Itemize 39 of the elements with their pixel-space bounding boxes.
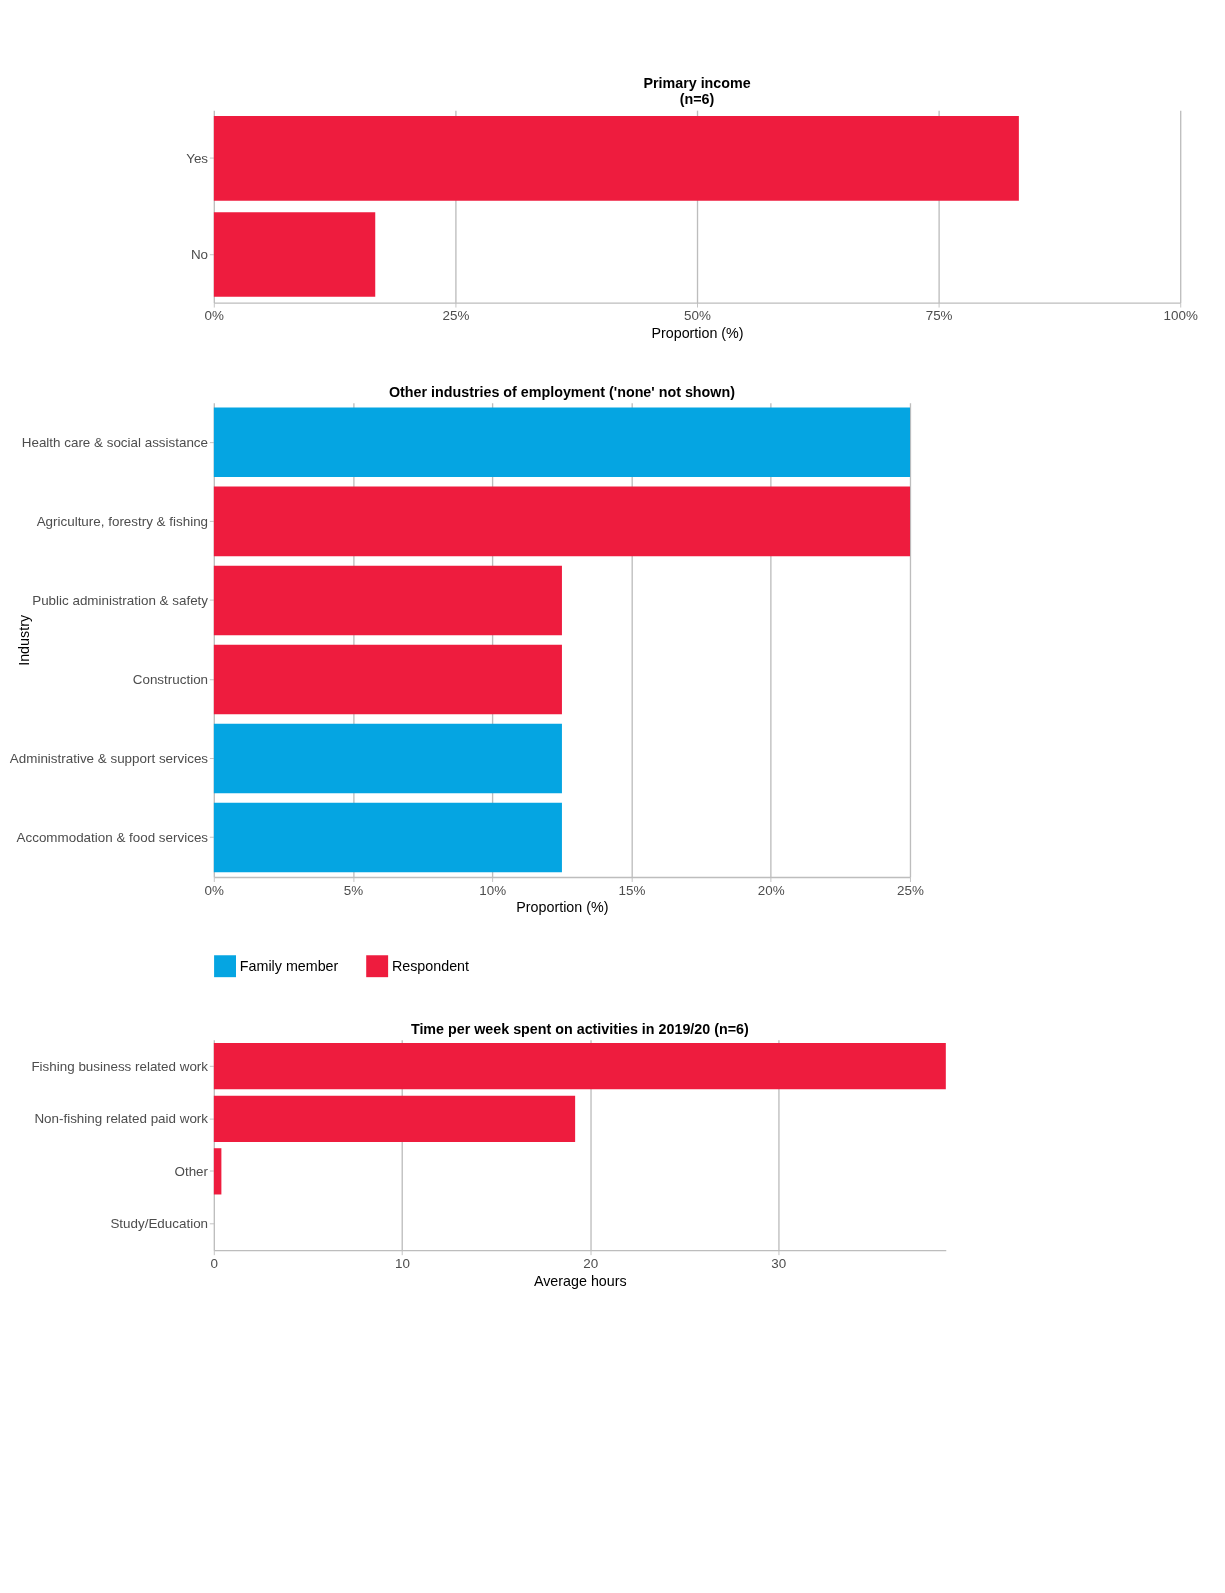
x-tick-label: 10%	[479, 882, 507, 898]
y-tick-label: Other	[174, 1163, 209, 1179]
y-tick-label: Accommodation & food services	[16, 830, 209, 846]
x-tick-label: 10	[395, 1255, 410, 1271]
y-axis-title: Industry	[16, 614, 33, 666]
x-axis-title: Proportion (%)	[516, 899, 609, 916]
y-tick-label: Non-fishing related paid work	[34, 1111, 209, 1127]
legend-label: Family member	[239, 957, 339, 974]
bar	[213, 1148, 222, 1195]
chart-title: Time per week spent on activities in 2019/20 (n=6)	[410, 1020, 749, 1037]
bar	[213, 1095, 576, 1142]
chart-title: Primary income (n=6)	[643, 74, 751, 107]
y-tick-label: No	[190, 246, 209, 262]
x-tick-label: 75%	[925, 308, 953, 324]
x-tick-label: 0%	[204, 308, 225, 324]
x-tick-label: 20%	[757, 882, 785, 898]
y-tick-label: Agriculture, forestry & fishing	[36, 513, 209, 529]
y-tick-label: Administrative & support services	[9, 750, 209, 766]
y-tick-label: Construction	[132, 671, 209, 687]
x-tick-label: 25%	[897, 882, 924, 898]
x-tick-label: 0	[210, 1255, 219, 1271]
x-tick-label: 20	[583, 1255, 599, 1271]
x-tick-label: 25%	[442, 308, 470, 324]
y-tick-label: Health care & social assistance	[21, 434, 209, 450]
y-tick-label: Yes	[186, 150, 209, 166]
y-tick-label: Study/Education	[110, 1216, 209, 1232]
bar	[213, 1043, 946, 1090]
x-tick-label: 5%	[343, 882, 364, 898]
x-tick-label: 30	[771, 1255, 787, 1271]
x-tick-label: 15%	[618, 882, 646, 898]
x-axis-title: Average hours	[533, 1272, 627, 1289]
legend-label: Respondent	[391, 957, 470, 974]
y-tick-label: Fishing business related work	[31, 1058, 209, 1074]
x-tick-label: 100%	[1163, 308, 1198, 324]
y-tick-label: Public administration & safety	[32, 592, 209, 608]
chart-title: Other industries of employment ('none' not shown)	[388, 383, 736, 400]
x-tick-label: 0%	[204, 882, 225, 898]
x-axis-title: Proportion (%)	[651, 324, 744, 341]
x-tick-label: 50%	[684, 308, 711, 324]
